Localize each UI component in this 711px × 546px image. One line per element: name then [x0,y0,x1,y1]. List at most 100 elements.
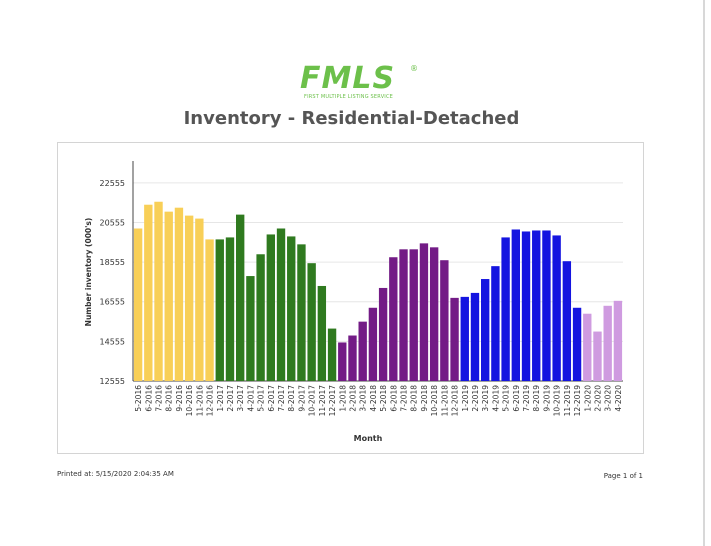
bar-2-2017 [225,237,235,381]
fmls-logo: FMLS ® FIRST MULTIPLE LISTING SERVICE [300,62,420,106]
x-tick-label: 12-2017 [328,385,337,417]
bar-11-2018 [440,260,449,381]
x-tick-label: 6-2018 [389,385,398,412]
bar-1-2020 [583,313,592,381]
bar-4-2019 [491,266,500,381]
bar-3-2017 [236,214,245,381]
bar-12-2018 [450,297,459,381]
x-tick-label: 2-2018 [348,385,357,412]
bar-4-2018 [368,307,378,381]
bar-6-2017 [266,234,275,381]
x-tick-label: 4-2020 [614,385,623,412]
x-tick-label: 11-2019 [563,385,572,417]
x-tick-label: 8-2018 [410,385,419,412]
x-tick-label: 8-2019 [532,385,541,412]
bar-6-2016 [144,204,153,381]
x-tick-label: 7-2019 [522,385,531,412]
bar-12-2017 [327,328,337,381]
bar-8-2016 [164,211,173,381]
x-tick-label: 10-2016 [185,385,194,417]
x-tick-label: 1-2020 [583,385,592,412]
x-tick-label: 6-2019 [512,385,521,412]
bar-3-2018 [358,321,367,381]
x-tick-label: 11-2017 [318,385,327,417]
bar-8-2018 [409,249,418,381]
x-tick-label: 4-2019 [491,385,500,412]
y-tick-label: 16555 [100,298,125,307]
bar-5-2018 [378,287,388,381]
y-tick-label: 22555 [100,179,125,188]
x-tick-label: 4-2018 [369,385,378,412]
x-tick-label: 6-2017 [267,385,276,412]
x-tick-label: 3-2018 [359,385,368,412]
logo-subtitle: FIRST MULTIPLE LISTING SERVICE [304,94,394,100]
bar-9-2018 [419,243,429,381]
x-tick-label: 12-2018 [451,385,460,417]
bar-7-2016 [154,201,163,381]
bar-11-2016 [195,218,204,381]
x-tick-label: 7-2016 [155,385,164,412]
x-tick-label: 5-2019 [502,385,511,412]
x-tick-label: 1-2018 [338,385,347,412]
bar-12-2019 [572,307,582,381]
y-tick-label: 14555 [100,337,125,346]
printed-value: 5/15/2020 2:04:35 AM [95,470,174,478]
bar-8-2017 [287,236,296,381]
bar-7-2017 [276,228,286,381]
x-tick-label: 12-2019 [573,385,582,417]
x-tick-label: 5-2017 [257,385,266,412]
bar-10-2019 [552,235,561,381]
page-indicator: Page 1 of 1 [603,472,643,480]
page-edge [703,0,705,546]
y-tick-label: 12555 [100,377,125,386]
bar-11-2019 [562,261,572,381]
x-tick-label: 10-2019 [553,385,562,417]
bar-3-2020 [603,305,612,381]
x-tick-label: 3-2020 [604,385,613,412]
x-tick-label: 8-2016 [165,385,174,412]
bar-10-2018 [429,247,439,381]
x-tick-label: 11-2016 [195,385,204,417]
x-tick-label: 5-2016 [134,385,143,412]
printed-at: Printed at: 5/15/2020 2:04:35 AM [57,470,174,478]
bar-2-2018 [348,335,357,381]
bar-1-2019 [460,296,469,381]
x-axis-title: Month [354,434,383,443]
x-tick-label: 9-2018 [420,385,429,412]
bar-9-2019 [542,230,551,381]
x-tick-label: 6-2016 [144,385,153,412]
bar-5-2017 [256,254,265,381]
x-tick-label: 2-2019 [471,385,480,412]
bar-11-2017 [317,285,327,381]
logo-wordmark: FMLS [300,61,396,96]
bar-5-2016 [133,228,143,381]
bar-1-2018 [338,342,347,381]
x-tick-label: 10-2017 [308,385,317,417]
bar-2-2019 [470,292,480,381]
bar-9-2016 [174,207,184,381]
chart-frame: 12555 14555 16555 18555 20555 22555 5-2016 6-20… [57,142,644,454]
bar-4-2020 [613,300,623,381]
x-tick-label: 11-2018 [440,385,449,417]
x-tick-label: 9-2017 [297,385,306,412]
bar-10-2017 [307,263,316,381]
logo-registered-mark: ® [410,64,418,73]
x-tick-label: 5-2018 [379,385,388,412]
bar-6-2018 [389,257,398,381]
printed-label: Printed at: [57,470,94,478]
x-tick-label: 1-2017 [216,385,225,412]
bar-4-2017 [246,276,255,381]
bar-9-2017 [297,244,306,381]
x-tick-label: 9-2019 [542,385,551,412]
bar-3-2019 [481,279,490,381]
x-tick-label: 2-2020 [593,385,602,412]
y-tick-label: 18555 [100,258,125,267]
x-tick-label: 4-2017 [246,385,255,412]
bar-7-2018 [399,249,408,381]
x-tick-label: 3-2019 [481,385,490,412]
y-axis-title: Number inventory (000's) [84,218,93,327]
x-tick-label: 1-2019 [461,385,470,412]
x-tick-label: 2-2017 [226,385,235,412]
x-tick-label: 10-2018 [430,385,439,417]
